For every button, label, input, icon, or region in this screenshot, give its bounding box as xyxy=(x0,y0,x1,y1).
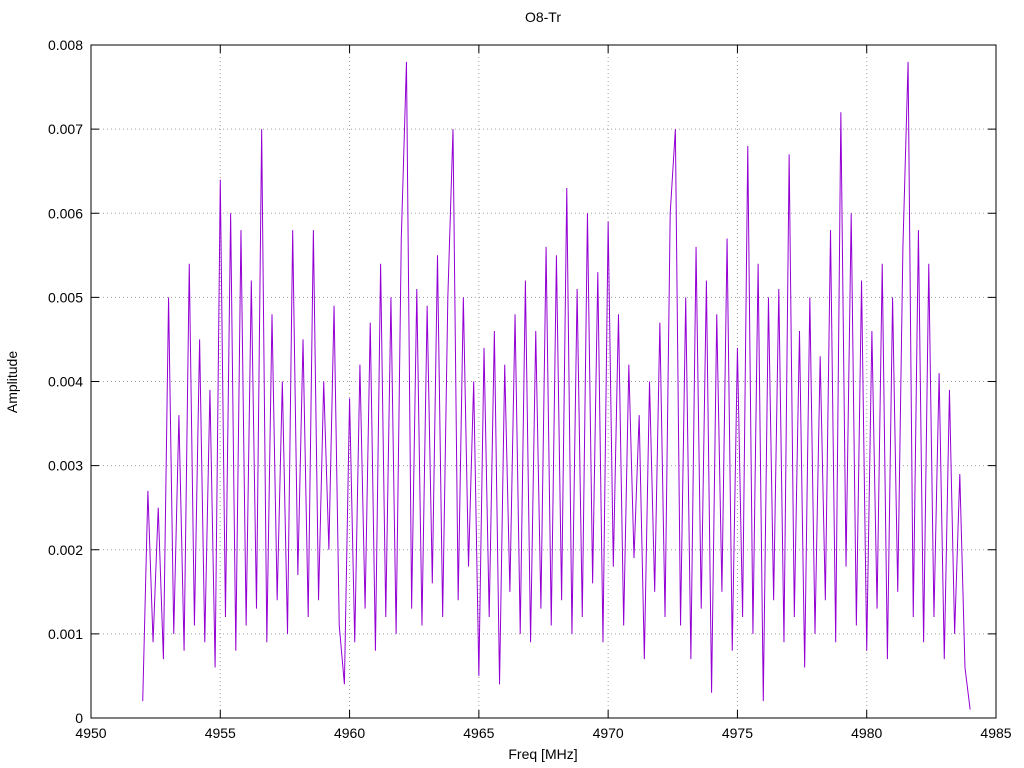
y-tick-label: 0.004 xyxy=(48,374,83,390)
y-tick-label: 0.003 xyxy=(48,458,83,474)
x-axis-label: Freq [MHz] xyxy=(508,746,577,762)
y-tick-label: 0.007 xyxy=(48,121,83,137)
y-tick-label: 0.001 xyxy=(48,626,83,642)
x-tick-label: 4975 xyxy=(722,725,753,741)
data-line xyxy=(142,61,971,710)
plot-border xyxy=(90,44,997,719)
y-tick-label: 0.008 xyxy=(48,37,83,53)
y-tick-label: 0.005 xyxy=(48,289,83,305)
x-tick-label: 4965 xyxy=(463,725,494,741)
x-tick-label: 4950 xyxy=(75,725,106,741)
y-tick-label: 0 xyxy=(75,710,83,726)
x-tick-label: 4985 xyxy=(980,725,1011,741)
x-tick-label: 4980 xyxy=(851,725,882,741)
x-tick-label: 4960 xyxy=(334,725,365,741)
x-tick-label: 4955 xyxy=(205,725,236,741)
x-tick-label: 4970 xyxy=(593,725,624,741)
y-axis-label: Amplitude xyxy=(4,351,20,413)
chart-title: O8-Tr xyxy=(525,9,561,25)
y-tick-label: 0.002 xyxy=(48,542,83,558)
y-tick-label: 0.006 xyxy=(48,205,83,221)
